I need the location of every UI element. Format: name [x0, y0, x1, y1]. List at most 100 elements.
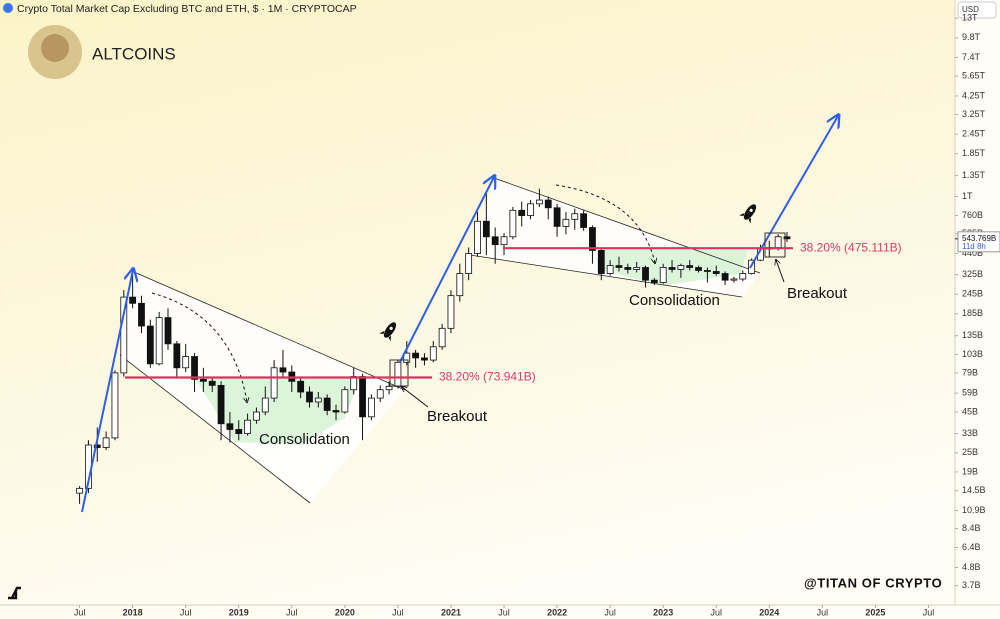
- currency: USD: [962, 5, 979, 14]
- annotation: Breakout: [427, 408, 488, 425]
- trendline: [119, 354, 311, 504]
- candle-body: [491, 236, 499, 246]
- price-axis: [955, 0, 1000, 619]
- candle-body: [668, 267, 676, 270]
- chart-title: Crypto Total Market Cap Excluding BTC an…: [17, 3, 357, 15]
- annotation: Consolidation: [259, 431, 350, 448]
- candle-body: [500, 236, 508, 246]
- y-tick-label: 440B: [962, 248, 983, 258]
- x-tick-label: 2018: [123, 607, 143, 617]
- trend-arrow: [81, 270, 133, 513]
- candle-body: [642, 267, 649, 281]
- candle-body: [589, 227, 596, 251]
- candle-body: [341, 389, 349, 413]
- x-tick-label: 2022: [547, 607, 567, 617]
- y-tick-label: 3.25T: [962, 109, 986, 119]
- candle-body: [376, 389, 384, 399]
- candle-body: [606, 265, 614, 274]
- candle-body: [474, 220, 481, 254]
- candle-body: [76, 487, 83, 494]
- candle-body: [120, 296, 128, 374]
- trendline: [493, 177, 761, 274]
- y-tick-label: 2.45T: [962, 129, 986, 139]
- y-tick-label: 14.5B: [962, 485, 986, 495]
- candle-body: [367, 397, 375, 418]
- trendline: [469, 254, 743, 298]
- last-price-box: [957, 231, 1000, 253]
- x-tick-label: 2021: [441, 607, 461, 617]
- candle-body: [518, 209, 526, 216]
- candle-body: [553, 207, 561, 227]
- candle-body: [704, 270, 711, 272]
- candle-body: [712, 271, 720, 274]
- candle-body: [208, 380, 216, 386]
- candle-body: [615, 265, 623, 268]
- x-tick-label: Jul: [923, 607, 935, 617]
- y-tick-label: 245B: [962, 289, 983, 299]
- annotation: Consolidation: [629, 292, 720, 309]
- candle-body: [173, 343, 181, 369]
- x-tick-label: Jul: [604, 607, 616, 617]
- currency-box: [957, 1, 997, 19]
- x-tick-label: Jul: [817, 607, 829, 617]
- rocket-icon: [379, 322, 397, 342]
- candle-body: [226, 423, 234, 430]
- breakout-box: [389, 359, 409, 387]
- y-tick-label: 33B: [962, 428, 978, 438]
- candle-body: [597, 250, 605, 274]
- candle-body: [297, 380, 305, 393]
- y-tick-label: 3.7B: [962, 580, 981, 590]
- candle-body: [146, 325, 154, 365]
- x-tick-label: Jul: [498, 607, 510, 617]
- candle-body: [155, 317, 163, 365]
- y-tick-label: 59B: [962, 388, 978, 398]
- last-price-label: 543.769B: [962, 234, 996, 243]
- candle-body: [279, 367, 287, 373]
- y-tick-label: 1.35T: [962, 170, 986, 180]
- y-tick-label: 10.9B: [962, 505, 986, 515]
- fib-label: 38.20% (73.941B): [439, 370, 536, 384]
- y-tick-label: 25B: [962, 447, 978, 457]
- curved-arrow: [151, 292, 247, 402]
- candle-body: [261, 397, 269, 413]
- symbol-icon: [3, 3, 13, 13]
- candle-body: [403, 352, 411, 363]
- trendline: [133, 271, 406, 391]
- candle-body: [544, 199, 552, 209]
- candles: [76, 188, 791, 504]
- candle-body: [199, 378, 207, 382]
- candle-body: [102, 437, 110, 448]
- candle-body: [562, 218, 570, 227]
- x-tick-label: 2024: [759, 607, 779, 617]
- breakout-box: [764, 232, 786, 258]
- annotation: Breakout: [787, 285, 848, 302]
- rocket-icon: [739, 204, 757, 224]
- candle-body: [191, 356, 198, 380]
- y-tick-label: 19B: [962, 466, 978, 476]
- candle-body: [677, 265, 685, 270]
- candle-body: [695, 267, 702, 271]
- candle-body: [447, 295, 455, 329]
- candle-body: [385, 386, 393, 391]
- candle-body: [332, 410, 340, 413]
- candle-body: [129, 296, 137, 304]
- x-tick-label: 2025: [865, 607, 885, 617]
- candle-body: [93, 444, 101, 448]
- candle-body: [686, 265, 694, 268]
- candle-body: [659, 267, 667, 283]
- candle-body: [394, 361, 402, 387]
- candle-body: [359, 376, 366, 418]
- candle-body: [624, 267, 632, 270]
- candle-body: [421, 357, 428, 361]
- candle-body: [633, 267, 641, 270]
- y-tick-label: 13T: [962, 13, 978, 23]
- candle-body: [111, 372, 119, 439]
- x-tick-label: Jul: [180, 607, 192, 617]
- candle-body: [253, 411, 260, 421]
- candle-body: [721, 273, 729, 281]
- x-tick-label: 2023: [653, 607, 673, 617]
- candle-body: [509, 209, 517, 238]
- avatar-face: [41, 34, 69, 62]
- tradingview-logo: [8, 586, 21, 600]
